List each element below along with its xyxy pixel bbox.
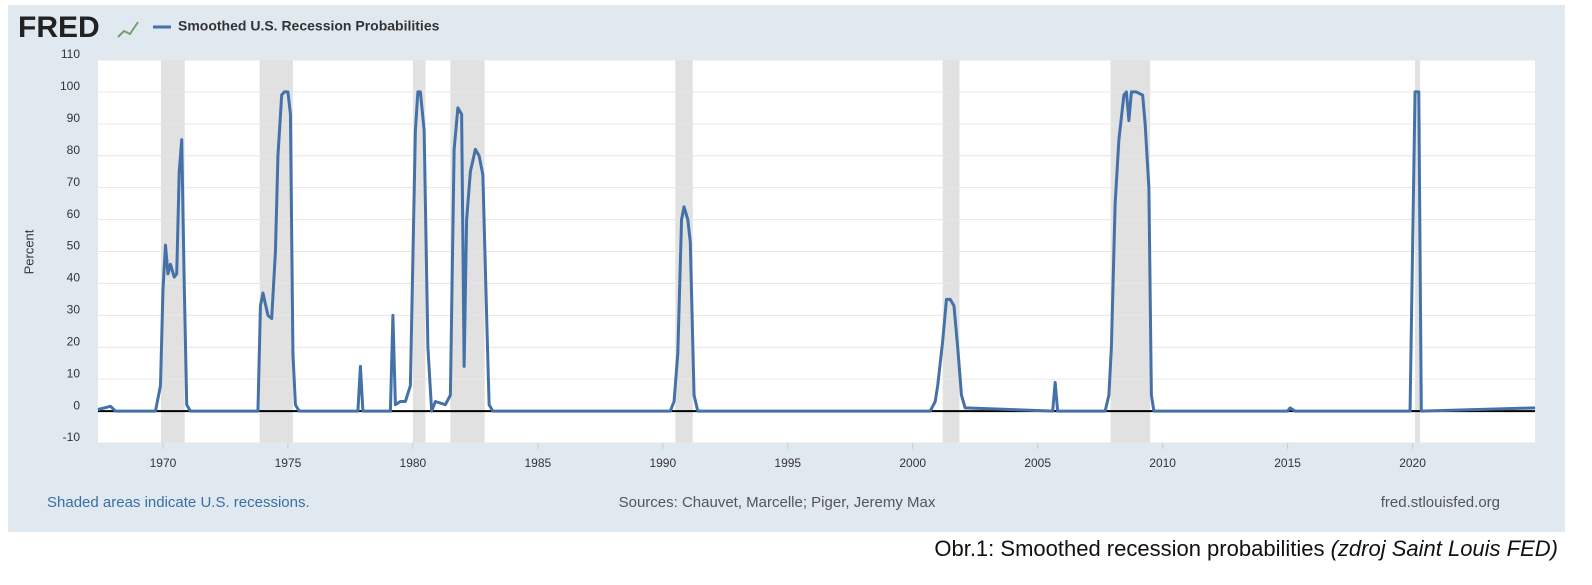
x-tick-label: 1995 xyxy=(774,456,801,470)
caption-text: Obr.1: Smoothed recession probabilities xyxy=(934,536,1330,561)
x-tick-label: 2020 xyxy=(1399,456,1426,470)
x-tick-label: 1980 xyxy=(400,456,427,470)
y-tick-label: 110 xyxy=(61,47,80,61)
y-axis-label: Percent xyxy=(21,229,36,274)
site-note: fred.stlouisfed.org xyxy=(1381,494,1500,511)
y-tick-label: 70 xyxy=(67,175,81,189)
y-tick-label: 50 xyxy=(67,239,81,253)
y-tick-label: 0 xyxy=(73,398,80,412)
series-line xyxy=(97,90,1536,413)
y-tick-label: 60 xyxy=(67,207,81,221)
x-tick-label: 1985 xyxy=(524,456,551,470)
x-tick-label: 2000 xyxy=(899,456,926,470)
y-tick-label: 80 xyxy=(67,143,81,157)
y-tick-label: 90 xyxy=(67,111,81,125)
y-tick-label: 20 xyxy=(67,334,81,348)
caption: Obr.1: Smoothed recession probabilities … xyxy=(934,536,1558,561)
legend-label: Smoothed U.S. Recession Probabilities xyxy=(178,18,440,34)
y-tick-label: 40 xyxy=(67,271,81,285)
y-tick-label: 30 xyxy=(67,303,81,317)
x-tick-label: 2015 xyxy=(1274,456,1301,470)
x-tick-label: 2010 xyxy=(1149,456,1176,470)
y-tick-label: 100 xyxy=(60,79,80,93)
caption-italic: (zdroj Saint Louis FED) xyxy=(1331,536,1558,561)
shaded-note: Shaded areas indicate U.S. recessions. xyxy=(47,494,310,511)
y-tick-label: -10 xyxy=(63,430,81,444)
x-tick-label: 2005 xyxy=(1024,456,1051,470)
logo-icon xyxy=(117,21,139,38)
sources-note: Sources: Chauvet, Marcelle; Piger, Jerem… xyxy=(619,494,936,511)
x-tick-label: 1975 xyxy=(275,456,302,470)
x-tick-label: 1990 xyxy=(649,456,676,470)
y-tick-label: 10 xyxy=(67,366,81,380)
x-tick-label: 1970 xyxy=(150,456,177,470)
brand-logo: FRED xyxy=(18,11,100,44)
